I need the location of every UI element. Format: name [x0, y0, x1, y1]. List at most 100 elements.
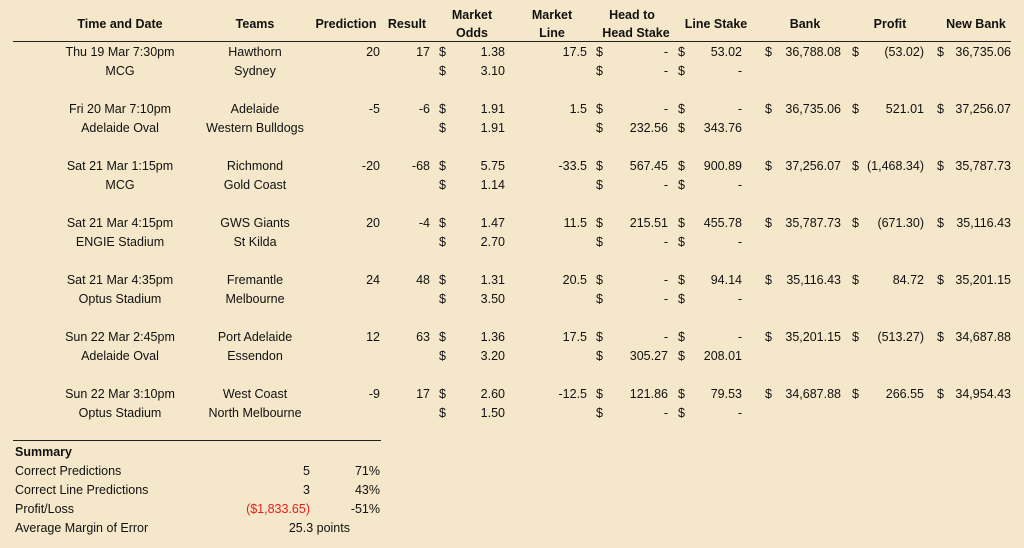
currency-symbol: $: [765, 216, 772, 230]
currency-symbol: $: [937, 45, 944, 59]
game-date: Sat 21 Mar 1:15pm: [66, 159, 174, 173]
home-team: Port Adelaide: [217, 330, 293, 344]
currency-symbol: $: [852, 102, 859, 116]
header-bank: Bank: [789, 17, 821, 31]
header-profit: Profit: [873, 17, 907, 31]
line-stake-away: 208.01: [703, 349, 742, 363]
currency-symbol: $: [852, 387, 859, 401]
away-team: St Kilda: [233, 235, 277, 249]
summary-percent: 43%: [354, 483, 380, 497]
line-stake-away: -: [737, 292, 742, 306]
h2h-stake-home: -: [663, 45, 668, 59]
odds-away: 1.14: [480, 178, 505, 192]
market-line-value: 20.5: [562, 273, 587, 287]
bank-value: 34,687.88: [785, 387, 841, 401]
h2h-stake-away: -: [663, 235, 668, 249]
currency-symbol: $: [678, 64, 685, 78]
currency-symbol: $: [596, 387, 603, 401]
summary-label: Correct Line Predictions: [15, 483, 149, 497]
currency-symbol: $: [596, 178, 603, 192]
currency-symbol: $: [937, 159, 944, 173]
market-line-value: -33.5: [558, 159, 588, 173]
game-date: Sat 21 Mar 4:15pm: [66, 216, 174, 230]
currency-symbol: $: [765, 273, 772, 287]
summary-value: ($1,833.65): [246, 502, 310, 516]
summary-label: Average Margin of Error: [15, 521, 149, 535]
currency-symbol: $: [596, 235, 603, 249]
currency-symbol: $: [439, 292, 446, 306]
currency-symbol: $: [937, 216, 944, 230]
header-market-odds-1: Market: [451, 8, 493, 22]
summary-label: Profit/Loss: [15, 502, 75, 516]
new-bank-value: 35,201.15: [955, 273, 1011, 287]
odds-home: 1.31: [480, 273, 505, 287]
market-line-value: 1.5: [569, 102, 587, 116]
summary-title: Summary: [15, 445, 72, 459]
currency-symbol: $: [852, 45, 859, 59]
away-team: Essendon: [227, 349, 283, 363]
h2h-stake-away: 232.56: [629, 121, 668, 135]
h2h-stake-home: -: [663, 273, 668, 287]
result-value: 48: [416, 273, 430, 287]
line-stake-away: -: [737, 235, 742, 249]
profit-value: (1,468.34): [867, 159, 924, 173]
header-teams: Teams: [235, 17, 275, 31]
currency-symbol: $: [596, 292, 603, 306]
away-team: Melbourne: [225, 292, 285, 306]
currency-symbol: $: [439, 45, 446, 59]
currency-symbol: $: [678, 102, 685, 116]
bank-value: 36,735.06: [785, 102, 841, 116]
currency-symbol: $: [439, 102, 446, 116]
h2h-stake-away: -: [663, 64, 668, 78]
currency-symbol: $: [678, 45, 685, 59]
home-team: Richmond: [226, 159, 284, 173]
header-market-line-1: Market: [531, 8, 573, 22]
home-team: Adelaide: [230, 102, 280, 116]
bank-value: 36,788.08: [785, 45, 841, 59]
currency-symbol: $: [678, 273, 685, 287]
currency-symbol: $: [937, 273, 944, 287]
away-team: Sydney: [234, 64, 276, 78]
h2h-stake-home: 567.45: [629, 159, 668, 173]
game-venue: MCG: [105, 178, 135, 192]
prediction-value: 20: [366, 216, 380, 230]
new-bank-value: 35,116.43: [956, 216, 1011, 230]
currency-symbol: $: [678, 235, 685, 249]
currency-symbol: $: [678, 159, 685, 173]
result-value: 17: [416, 387, 430, 401]
header-market-line-2: Line: [539, 26, 565, 40]
odds-away: 3.10: [480, 64, 505, 78]
summary-percent: -51%: [350, 502, 380, 516]
away-team: Gold Coast: [223, 178, 287, 192]
odds-away: 3.50: [480, 292, 505, 306]
header-new-bank: New Bank: [946, 17, 1006, 31]
currency-symbol: $: [937, 102, 944, 116]
result-value: -6: [418, 102, 430, 116]
currency-symbol: $: [678, 216, 685, 230]
odds-away: 2.70: [480, 235, 505, 249]
game-venue: Optus Stadium: [78, 406, 162, 420]
new-bank-value: 36,735.06: [955, 45, 1011, 59]
result-value: 17: [416, 45, 430, 59]
currency-symbol: $: [852, 330, 859, 344]
currency-symbol: $: [678, 330, 685, 344]
summary-value: 3: [303, 483, 310, 497]
line-stake-home: 79.53: [710, 387, 742, 401]
h2h-stake-home: 121.86: [629, 387, 668, 401]
h2h-stake-home: 215.51: [629, 216, 668, 230]
line-stake-home: -: [737, 102, 742, 116]
currency-symbol: $: [439, 330, 446, 344]
away-team: North Melbourne: [208, 406, 302, 420]
line-stake-home: -: [737, 330, 742, 344]
currency-symbol: $: [439, 216, 446, 230]
game-date: Sun 22 Mar 2:45pm: [65, 330, 175, 344]
bank-value: 35,787.73: [785, 216, 841, 230]
currency-symbol: $: [439, 64, 446, 78]
game-venue: MCG: [105, 64, 135, 78]
header-result: Result: [387, 17, 427, 31]
odds-away: 3.20: [480, 349, 505, 363]
game-date: Fri 20 Mar 7:10pm: [68, 102, 172, 116]
currency-symbol: $: [596, 273, 603, 287]
line-stake-home: 900.89: [703, 159, 742, 173]
summary-value: 5: [303, 464, 310, 478]
